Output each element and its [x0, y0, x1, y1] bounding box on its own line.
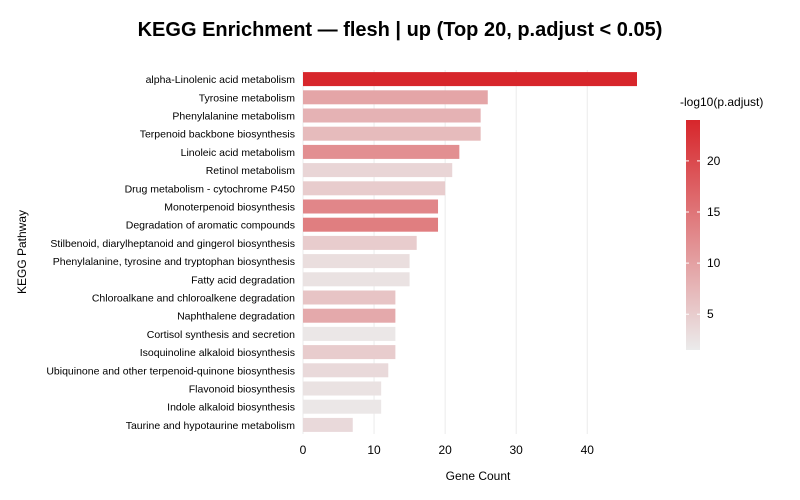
category-label: Stilbenoid, diarylheptanoid and gingerol… — [50, 238, 295, 250]
x-tick-label: 40 — [581, 443, 595, 457]
bar — [303, 181, 446, 196]
category-label: Cortisol synthesis and secretion — [147, 329, 295, 341]
bar — [303, 326, 396, 341]
category-label: alpha-Linolenic acid metabolism — [146, 74, 296, 86]
colorbar-tick-label: 15 — [707, 205, 721, 219]
x-tick-label: 0 — [300, 443, 307, 457]
category-label: Isoquinoline alkaloid biosynthesis — [140, 347, 295, 359]
category-label: Linoleic acid metabolism — [181, 147, 296, 159]
y-tick-labels: alpha-Linolenic acid metabolism Tyrosine … — [46, 74, 295, 432]
category-label: Retinol metabolism — [206, 165, 296, 177]
y-axis-label: KEGG Pathway — [15, 210, 29, 294]
bar — [303, 363, 389, 378]
category-label: Naphthalene degradation — [177, 311, 295, 323]
bar — [303, 272, 410, 287]
colorbar-gradient — [686, 120, 700, 350]
x-axis-label: Gene Count — [446, 469, 511, 483]
bar — [303, 381, 382, 396]
grid-lines — [302, 70, 588, 434]
bar — [303, 235, 417, 250]
colorbar-tick-label: 5 — [707, 307, 714, 321]
bar — [303, 254, 410, 269]
category-label: Terpenoid backbone biosynthesis — [140, 129, 295, 141]
category-label: Phenylalanine, tyrosine and tryptophan b… — [53, 256, 295, 268]
bar — [303, 290, 396, 305]
x-tick-label: 30 — [510, 443, 524, 457]
colorbar-ticks: 5 10 15 20 — [686, 154, 721, 321]
category-label: Phenylalanine metabolism — [172, 111, 295, 123]
bar — [303, 199, 439, 214]
colorbar-tick-label: 10 — [707, 256, 721, 270]
category-label: Drug metabolism - cytochrome P450 — [125, 183, 296, 195]
bars — [303, 72, 637, 432]
category-label: Indole alkaloid biosynthesis — [167, 402, 295, 414]
bar — [303, 417, 353, 432]
bar — [303, 90, 488, 105]
category-label: Tyrosine metabolism — [199, 92, 296, 104]
category-label: Taurine and hypotaurine metabolism — [126, 420, 296, 432]
colorbar-label: -log10(p.adjust) — [680, 95, 763, 109]
x-tick-labels: 0 10 20 30 40 — [300, 443, 595, 457]
category-label: Fatty acid degradation — [191, 274, 295, 286]
category-label: Monoterpenoid biosynthesis — [164, 202, 295, 214]
bar — [303, 217, 439, 232]
bar — [303, 308, 396, 323]
bar — [303, 144, 460, 159]
category-label: Degradation of aromatic compounds — [126, 220, 295, 232]
bar — [303, 399, 382, 414]
bar — [303, 72, 637, 87]
category-label: Flavonoid biosynthesis — [189, 384, 295, 396]
bar — [303, 163, 453, 178]
category-label: Ubiquinone and other terpenoid-quinone b… — [46, 365, 295, 377]
x-tick-label: 20 — [438, 443, 452, 457]
bar — [303, 126, 481, 141]
category-label: Chloroalkane and chloroalkene degradatio… — [92, 293, 295, 305]
colorbar: -log10(p.adjust) 5 10 15 20 — [680, 95, 763, 350]
bar — [303, 108, 481, 123]
chart-title: KEGG Enrichment — flesh | up (Top 20, p.… — [138, 19, 663, 41]
bar — [303, 345, 396, 360]
colorbar-tick-label: 20 — [707, 154, 721, 168]
x-tick-label: 10 — [367, 443, 381, 457]
